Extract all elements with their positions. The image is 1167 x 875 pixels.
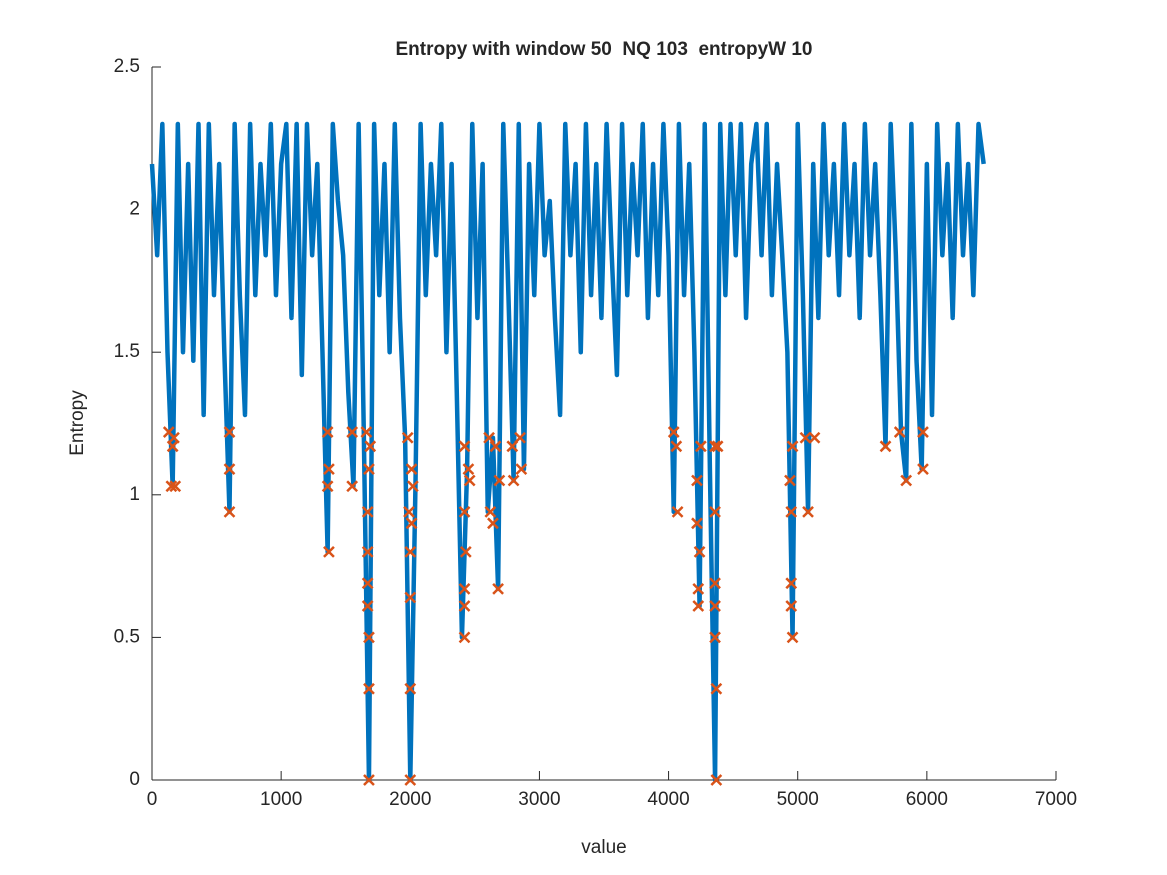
data-point bbox=[692, 600, 705, 612]
data-point bbox=[670, 440, 683, 453]
data-point bbox=[363, 774, 375, 786]
data-point bbox=[401, 431, 414, 444]
y-tick-label: 1 bbox=[129, 484, 140, 505]
data-point bbox=[361, 506, 374, 518]
data-point bbox=[710, 682, 723, 695]
data-point bbox=[879, 440, 892, 453]
data-point bbox=[364, 440, 377, 453]
data-point bbox=[693, 545, 706, 558]
data-point bbox=[487, 517, 499, 530]
data-point bbox=[463, 474, 476, 487]
y-tick-label: 2.5 bbox=[114, 56, 140, 77]
data-point bbox=[223, 463, 236, 476]
data-point bbox=[785, 577, 798, 590]
data-point bbox=[786, 631, 799, 644]
chart-title: Entropy with window 50 NQ 103 entropyW 1… bbox=[395, 39, 812, 60]
data-point bbox=[223, 506, 236, 518]
data-point bbox=[404, 682, 417, 695]
data-point bbox=[360, 426, 373, 438]
data-point bbox=[709, 506, 721, 518]
data-point bbox=[321, 480, 334, 493]
data-point bbox=[709, 631, 721, 644]
data-point bbox=[458, 600, 471, 612]
data-point bbox=[507, 474, 520, 487]
data-line bbox=[149, 121, 986, 783]
x-tick-label: 6000 bbox=[906, 789, 948, 810]
data-point bbox=[709, 600, 721, 612]
data-point bbox=[346, 426, 359, 438]
data-point bbox=[458, 583, 471, 595]
data-point bbox=[671, 506, 684, 518]
data-point bbox=[459, 545, 472, 558]
data-point bbox=[917, 463, 929, 476]
data-point bbox=[363, 631, 375, 644]
data-point bbox=[403, 506, 415, 518]
data-point bbox=[458, 506, 471, 518]
y-tick-label: 0 bbox=[129, 769, 140, 790]
y-tick-label: 2 bbox=[129, 199, 140, 220]
data-point bbox=[458, 631, 471, 644]
data-point bbox=[361, 545, 374, 558]
data-point bbox=[361, 600, 374, 612]
x-tick-label: 2000 bbox=[389, 789, 431, 810]
data-point bbox=[667, 426, 680, 438]
data-point bbox=[462, 463, 475, 476]
data-point bbox=[784, 474, 796, 487]
data-point bbox=[361, 577, 374, 590]
data-point bbox=[323, 545, 335, 558]
data-point bbox=[917, 426, 929, 438]
data-point bbox=[406, 480, 419, 493]
data-point bbox=[223, 426, 236, 438]
data-point bbox=[346, 480, 359, 493]
data-point bbox=[483, 431, 495, 444]
data-point bbox=[514, 431, 526, 444]
x-tick-label: 0 bbox=[147, 789, 158, 810]
x-tick-label: 1000 bbox=[260, 789, 302, 810]
data-point bbox=[404, 545, 417, 558]
data-point bbox=[484, 506, 497, 518]
data-point bbox=[168, 431, 180, 444]
data-point bbox=[710, 774, 723, 786]
data-point bbox=[363, 463, 375, 476]
y-tick-label: 1.5 bbox=[114, 341, 140, 362]
data-point bbox=[691, 474, 703, 487]
data-point bbox=[785, 506, 798, 518]
data-point bbox=[165, 480, 178, 493]
data-point bbox=[405, 517, 418, 530]
x-tick-label: 7000 bbox=[1035, 789, 1077, 810]
data-point bbox=[405, 463, 418, 476]
data-point bbox=[493, 474, 506, 487]
data-point bbox=[785, 600, 798, 612]
data-point bbox=[323, 463, 335, 476]
data-point bbox=[489, 440, 502, 453]
data-point bbox=[694, 440, 707, 453]
data-point bbox=[893, 426, 906, 438]
data-point bbox=[786, 440, 799, 453]
data-point bbox=[492, 583, 504, 595]
data-point bbox=[799, 431, 812, 444]
data-point bbox=[900, 474, 913, 487]
data-point bbox=[404, 774, 417, 786]
data-point bbox=[363, 682, 375, 695]
x-axis-label: value bbox=[581, 837, 626, 858]
data-point bbox=[711, 440, 724, 453]
data-point bbox=[802, 506, 814, 518]
data-point bbox=[709, 440, 721, 453]
y-axis-label: Entropy bbox=[67, 390, 88, 456]
data-point bbox=[692, 583, 705, 595]
x-tick-label: 4000 bbox=[647, 789, 689, 810]
data-point bbox=[709, 577, 721, 590]
data-point bbox=[458, 440, 471, 453]
x-tick-label: 5000 bbox=[777, 789, 819, 810]
data-point bbox=[169, 480, 182, 493]
data-point bbox=[321, 426, 334, 438]
data-point bbox=[808, 431, 821, 444]
y-tick-label: 0.5 bbox=[114, 626, 140, 647]
data-point bbox=[404, 591, 417, 604]
data-point bbox=[691, 517, 703, 530]
x-tick-label: 3000 bbox=[518, 789, 560, 810]
data-point bbox=[515, 463, 528, 476]
